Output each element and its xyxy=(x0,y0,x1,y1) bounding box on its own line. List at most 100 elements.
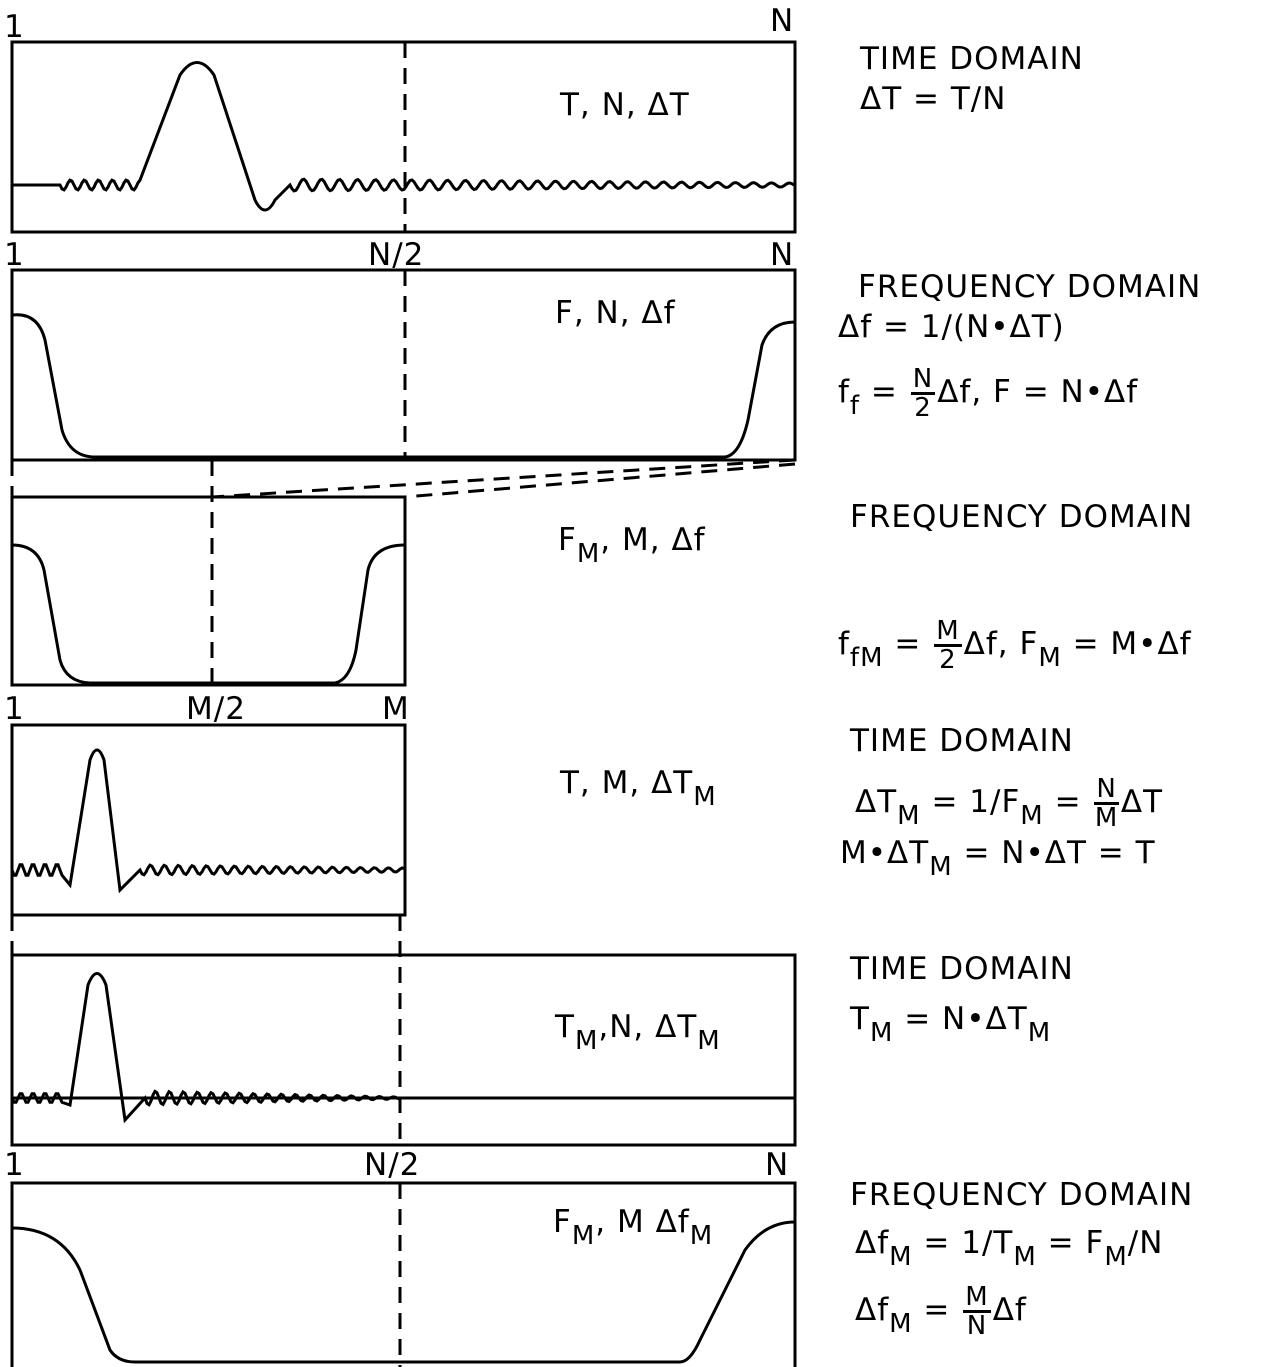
subscript: M xyxy=(1104,1242,1128,1272)
text-run: ΔT = T/N xyxy=(860,81,1007,117)
subscript: M xyxy=(1013,1242,1037,1272)
note-line: ΔfM = 1/TM = FM/N xyxy=(855,1225,1164,1271)
subscript: M xyxy=(929,852,953,882)
panel-label: F, N, Δf xyxy=(555,298,676,329)
subscript: M xyxy=(693,782,717,812)
subscript: M xyxy=(897,801,921,831)
panel-label: FM, M ΔfM xyxy=(553,1204,713,1250)
text-run: = 1/F xyxy=(920,784,1021,820)
text-run: = xyxy=(883,626,933,662)
text-run: F, N, Δf xyxy=(555,295,676,331)
text-run: = 1/T xyxy=(912,1225,1014,1261)
note-line: M•ΔTM = N•ΔT = T xyxy=(840,835,1156,881)
note-line: ffM = M 2 Δf, FM = M•Δf xyxy=(838,618,1192,673)
waveform xyxy=(11,1220,796,1364)
text-run: = xyxy=(912,1292,962,1328)
waveform xyxy=(11,313,796,459)
waveform xyxy=(12,61,795,212)
text-run: = xyxy=(860,374,909,410)
waveforms xyxy=(10,61,796,1364)
note-line: TIME DOMAIN xyxy=(860,44,1084,75)
text-run: FREQUENCY DOMAIN xyxy=(850,499,1194,535)
text-run: = M•Δf xyxy=(1061,626,1192,662)
axis-label: 1 xyxy=(4,691,25,727)
waveform xyxy=(11,543,406,685)
note-line: TIME DOMAIN xyxy=(850,954,1074,985)
note-line: ff = N 2 Δf, F = N•Δf xyxy=(838,366,1138,421)
text-run: Δf, F xyxy=(963,626,1039,662)
text-run: M•ΔT xyxy=(840,835,930,871)
panel-box xyxy=(10,1181,797,1367)
waveform xyxy=(10,748,405,894)
text-run: TIME DOMAIN xyxy=(860,41,1084,77)
axis-label: N xyxy=(765,1147,790,1183)
subscript: M xyxy=(697,1026,721,1056)
text-run: T, M, ΔT xyxy=(560,765,694,801)
subscript: M xyxy=(889,1309,913,1339)
subscript: M xyxy=(571,1221,596,1251)
axis-label: N/2 xyxy=(368,237,425,273)
subscript: M xyxy=(576,539,601,569)
dashed-guides xyxy=(10,42,796,1367)
panel-box xyxy=(10,495,407,687)
subscript: M xyxy=(1038,643,1062,673)
note-line: ΔT = T/N xyxy=(860,84,1006,115)
panel-label: T, M, ΔTM xyxy=(560,765,717,811)
text-run: f xyxy=(838,626,850,662)
text-run: T, N, ΔT xyxy=(560,87,690,123)
axis-label: 1 xyxy=(4,237,25,273)
text-run: TIME DOMAIN xyxy=(850,723,1074,759)
axis-label: M xyxy=(382,691,410,727)
text-run: Δf, F = N•Δf xyxy=(937,374,1139,410)
text-run: F xyxy=(553,1204,572,1240)
subscript: f xyxy=(849,391,861,421)
subscript: f xyxy=(849,643,861,673)
text-run: ΔT xyxy=(855,784,898,820)
numerator: N xyxy=(1094,774,1119,805)
text-run: Δf xyxy=(855,1292,890,1328)
note-line: Δf = 1/(N•ΔT) xyxy=(838,312,1065,343)
text-run: = F xyxy=(1036,1225,1105,1261)
axis-label: M/2 xyxy=(186,691,246,727)
denominator: 2 xyxy=(939,645,957,675)
note-line: FREQUENCY DOMAIN xyxy=(858,272,1201,303)
subscript: M xyxy=(1020,801,1044,831)
text-run: FREQUENCY DOMAIN xyxy=(850,1177,1194,1213)
panel-label: TM,N, ΔTM xyxy=(555,1009,721,1055)
text-run: Δf xyxy=(855,1225,890,1261)
note-line: FREQUENCY DOMAIN xyxy=(850,502,1193,533)
text-run: = N•ΔT xyxy=(893,1001,1028,1037)
denominator: N xyxy=(966,1311,988,1341)
panel-box xyxy=(10,723,407,917)
note-line: ΔTM = 1/FM = N M ΔT xyxy=(855,776,1163,831)
text-run: , M Δf xyxy=(595,1204,690,1240)
text-run: = xyxy=(1043,784,1093,820)
text-run: /N xyxy=(1127,1225,1164,1261)
text-run: F xyxy=(558,522,577,558)
text-run: , M, Δf xyxy=(600,522,706,558)
subscript: M xyxy=(860,643,884,673)
axis-label: 1 xyxy=(4,1147,25,1183)
waveform xyxy=(10,972,400,1124)
panel-box xyxy=(10,953,797,1147)
denominator: 2 xyxy=(914,393,932,423)
axis-label: N xyxy=(770,3,795,39)
text-run: ,N, ΔT xyxy=(598,1009,698,1045)
text-run: FREQUENCY DOMAIN xyxy=(858,269,1202,305)
text-run: = N•ΔT = T xyxy=(952,835,1156,871)
text-run: f xyxy=(838,374,850,410)
text-run: Δf xyxy=(992,1292,1027,1328)
text-run: ΔT xyxy=(1120,784,1164,820)
axis-label: 1 xyxy=(4,9,25,45)
numerator: M xyxy=(934,616,962,647)
text-run: TIME DOMAIN xyxy=(850,951,1074,987)
axis-label: N xyxy=(770,237,795,273)
subscript: M xyxy=(574,1026,599,1056)
panel-label: T, N, ΔT xyxy=(560,90,690,121)
